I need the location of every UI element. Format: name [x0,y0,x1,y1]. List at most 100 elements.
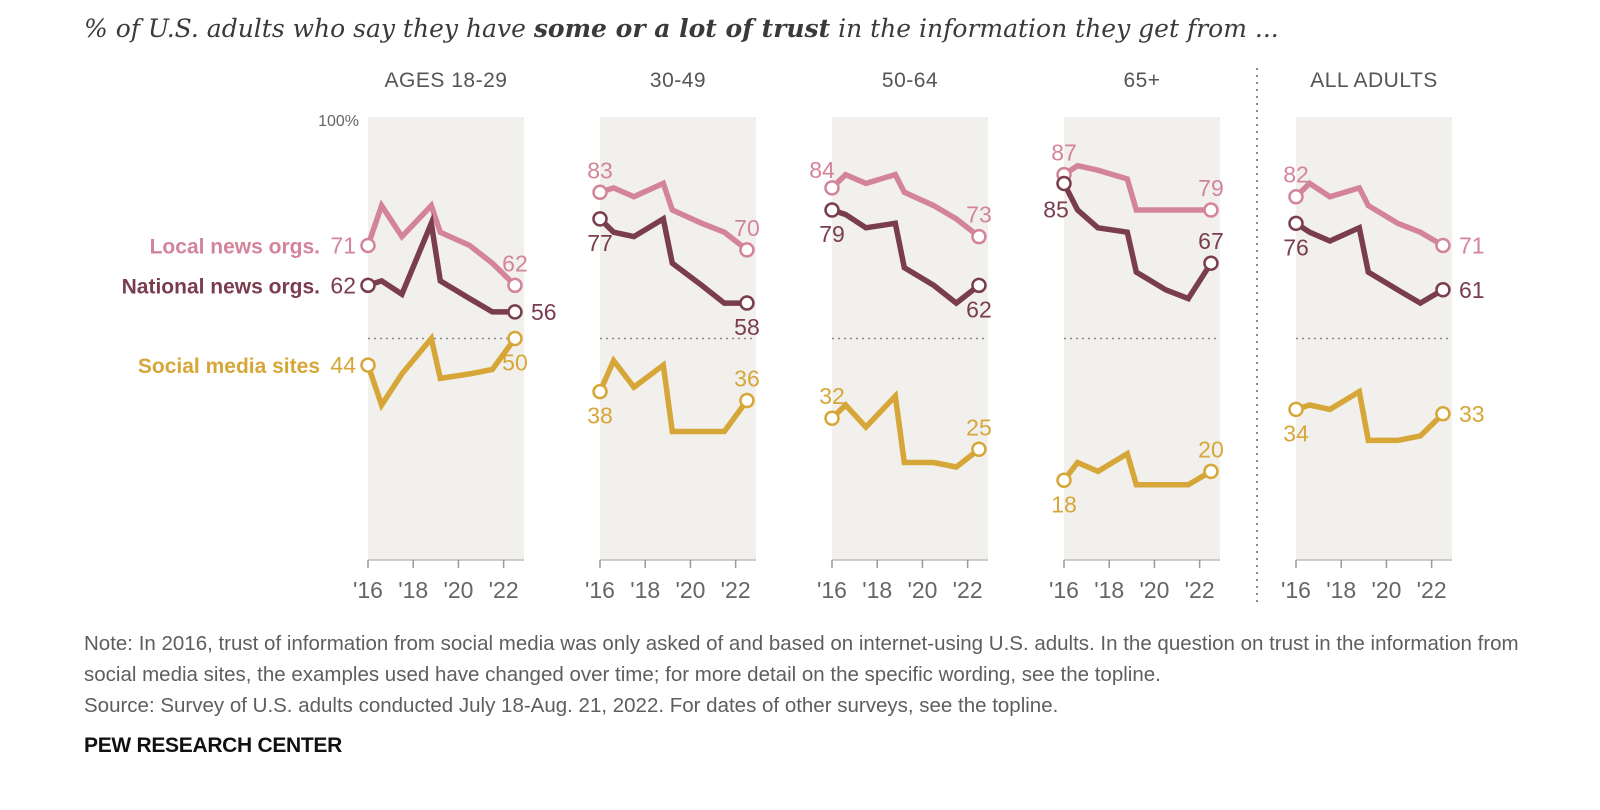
series-line-national [831,207,981,307]
series-line-local [365,199,517,288]
data-point-national [592,211,608,227]
x-tick-label: '22 [1185,577,1215,603]
series-label-national: National news orgs. [122,275,320,298]
data-label-local: 73 [966,202,992,228]
data-label-social: 36 [734,366,760,392]
panel-title: ALL ADULTS [1310,69,1438,92]
data-label-national: 67 [1198,228,1224,254]
data-point-national [360,277,376,294]
data-label-local: 84 [809,157,835,183]
subtitle-bold: some or a lot of trust [533,14,831,43]
data-point-national [739,295,755,311]
chart-plot-area: '16 '18 '20 '22 AGES 18-29 '16 '18 '20 '22 30-49 '… [122,68,1485,606]
data-point-local [971,228,987,245]
data-point-local [739,242,755,258]
series-label-social: Social media sites [138,355,320,378]
data-label-national: 61 [1459,277,1485,303]
x-tick-label: '20 [1139,577,1169,603]
series-line-local [1294,179,1445,248]
x-tick-label: '22 [721,577,751,603]
data-label-national: 56 [531,299,557,325]
data-label-social: 38 [587,403,613,429]
data-label-national: 62 [966,296,992,322]
data-point-social [739,392,755,409]
data-point-social [1203,463,1219,480]
data-label-social: 32 [819,383,845,409]
data-point-social [592,383,608,400]
data-point-national [824,202,840,218]
data-label-local: 82 [1283,162,1309,188]
x-tick-label: '20 [907,577,937,603]
data-label-national: 77 [587,230,613,256]
data-label-local: 71 [330,232,356,258]
data-label-social: 34 [1283,420,1309,446]
panel-title: 50-64 [882,69,938,92]
subtitle-post: in the information they get from ... [830,14,1279,43]
data-point-social [1435,406,1451,422]
x-tick-label: '22 [953,577,983,603]
data-label-local: 62 [502,250,528,276]
x-tick-label: '16 [585,577,615,603]
panel-title: 65+ [1123,69,1160,92]
series-line-social [365,332,518,412]
x-tick-label: '16 [1049,577,1079,603]
data-point-social [1288,401,1304,418]
series-line-social [830,390,981,470]
x-tick-label: '22 [1417,577,1447,603]
data-label-local: 70 [734,215,760,241]
x-tick-label: '22 [489,577,519,603]
data-label-social: 18 [1051,491,1077,517]
x-tick-label: '16 [817,577,847,603]
data-point-social [971,441,987,457]
data-label-local: 79 [1198,175,1224,201]
x-tick-label: '20 [443,577,473,603]
series-line-social [1061,449,1213,488]
data-point-local [1203,202,1219,218]
data-label-national: 85 [1043,196,1069,222]
data-point-national [1435,282,1451,298]
data-point-social [360,357,376,373]
note-text: Note: In 2016, trust of information from… [84,632,1519,686]
data-label-local: 71 [1459,232,1485,258]
series-line-national [1294,220,1445,307]
series-line-local [599,179,749,253]
data-point-local [360,237,376,254]
data-point-local [1435,237,1451,254]
x-tick-label: '18 [398,577,428,603]
chart: % of U.S. adults who say they have some … [84,14,1485,606]
series-line-local [1062,162,1211,213]
series-line-national [598,214,747,306]
data-point-local [592,184,608,201]
data-point-national [507,304,523,320]
data-label-national: 62 [330,272,356,298]
data-point-national [1288,215,1304,232]
series-label-local: Local news orgs. [150,235,320,258]
x-tick-label: '18 [630,577,660,603]
x-tick-label: '16 [1281,577,1311,603]
series-line-national [367,213,515,315]
data-point-local [824,180,840,196]
panel-title: AGES 18-29 [385,69,508,92]
panel-title: 30-49 [650,69,706,92]
x-tick-label: '18 [862,577,892,603]
data-label-national: 58 [734,314,760,340]
x-tick-label: '18 [1094,577,1124,603]
data-point-social [507,330,523,347]
chart-subtitle: % of U.S. adults who say they have some … [84,14,1279,43]
subtitle-pre: % of U.S. adults who say they have [84,14,534,43]
x-tick-label: '18 [1326,577,1356,603]
data-label-local: 83 [587,157,613,183]
series-line-national [1061,182,1214,302]
y-max-label: 100% [318,113,359,130]
data-point-national [1056,175,1072,192]
data-point-local [1288,188,1304,205]
data-label-social: 44 [330,352,356,378]
series-line-social [597,355,750,435]
series-line-social [1295,387,1445,444]
data-label-national: 76 [1283,234,1309,260]
data-point-national [971,277,987,294]
x-tick-label: '20 [675,577,705,603]
data-label-national: 79 [819,221,845,247]
series-line-local [830,171,981,239]
x-tick-label: '20 [1371,577,1401,603]
